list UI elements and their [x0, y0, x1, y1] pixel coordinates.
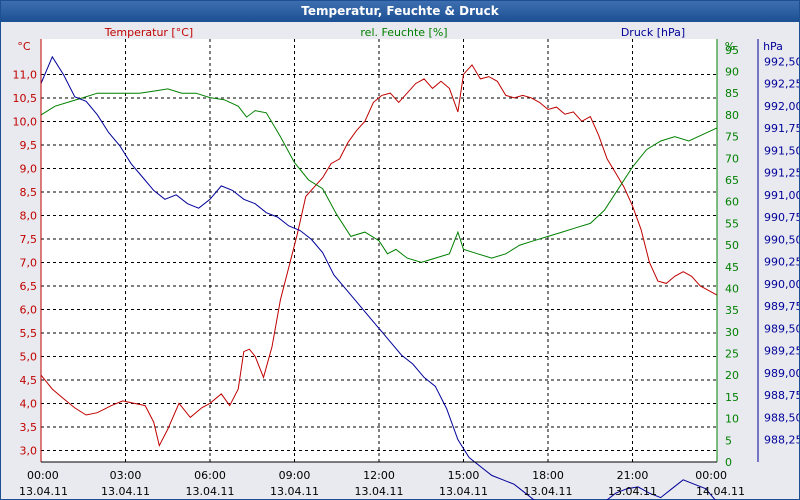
tick-label-pressure: 988,75 — [764, 389, 799, 402]
tick-label-pressure: 989,50 — [764, 322, 799, 335]
unit-humidity: % — [725, 40, 735, 53]
tick-label-temperature: 5,0 — [20, 350, 38, 363]
tick-label-temperature: 8,5 — [20, 186, 38, 199]
tick-label-pressure: 990,75 — [764, 211, 799, 224]
tick-label-temperature: 3,0 — [20, 444, 38, 457]
tick-label-temperature: 8,0 — [20, 209, 38, 222]
tick-label-pressure: 990,25 — [764, 256, 799, 269]
tick-label-pressure: 988,50 — [764, 411, 799, 424]
tick-label-pressure: 989,75 — [764, 300, 799, 313]
tick-label-humidity: 70 — [725, 152, 739, 165]
unit-pressure: hPa — [763, 40, 783, 53]
tick-label-temperature: 7,5 — [20, 233, 38, 246]
tick-label-temperature: 10,5 — [13, 92, 38, 105]
tick-label-date: 13.04.11 — [608, 485, 657, 498]
tick-label-pressure: 989,25 — [764, 345, 799, 358]
tick-label-temperature: 4,5 — [20, 374, 38, 387]
tick-label-time: 00:00 — [27, 469, 59, 482]
window-title: Temperatur, Feuchte & Druck — [1, 1, 799, 22]
tick-label-pressure: 992,50 — [764, 55, 799, 68]
tick-label-pressure: 988,25 — [764, 434, 799, 447]
tick-label-date: 13.04.11 — [355, 485, 404, 498]
legend-humidity: rel. Feuchte [%] — [360, 26, 447, 39]
tick-label-temperature: 5,5 — [20, 327, 38, 340]
chart: 11,0 10,5 10,0 9,5 9,0 8,5 8,0 7,5 7,0 6,5 6,0 5,5 5… — [13, 26, 799, 500]
tick-label-humidity: 65 — [725, 174, 739, 187]
tick-label-humidity: 50 — [725, 239, 739, 252]
tick-label-pressure: 992,00 — [764, 100, 799, 113]
tick-label-pressure: 992,25 — [764, 78, 799, 91]
tick-label-pressure: 991,25 — [764, 167, 799, 180]
tick-label-humidity: 0 — [725, 456, 732, 469]
tick-label-time: 21:00 — [617, 469, 649, 482]
tick-label-humidity: 80 — [725, 109, 739, 122]
tick-label-temperature: 9,0 — [20, 162, 38, 175]
tick-label-pressure: 991,50 — [764, 144, 799, 157]
tick-label-time: 06:00 — [194, 469, 226, 482]
tick-label-humidity: 95 — [725, 44, 739, 57]
tick-label-pressure: 991,75 — [764, 122, 799, 135]
legend-pressure: Druck [hPa] — [621, 26, 685, 39]
tick-label-humidity: 60 — [725, 196, 739, 209]
tick-label-time: 03:00 — [110, 469, 142, 482]
tick-label-time: 15:00 — [448, 469, 480, 482]
tick-label-humidity: 55 — [725, 217, 739, 230]
legend-temperature: Temperatur [°C] — [104, 26, 193, 39]
tick-label-humidity: 30 — [725, 326, 739, 339]
tick-label-pressure: 990,50 — [764, 233, 799, 246]
tick-label-temperature: 4,0 — [20, 397, 38, 410]
tick-label-date: 13.04.11 — [524, 485, 573, 498]
tick-label-date: 13.04.11 — [439, 485, 488, 498]
tick-label-humidity: 20 — [725, 369, 739, 382]
tick-label-temperature: 6,5 — [20, 280, 38, 293]
tick-label-time: 00:00 — [695, 469, 727, 482]
tick-label-humidity: 45 — [725, 261, 739, 274]
tick-label-date: 13.04.11 — [186, 485, 235, 498]
tick-label-date: 13.04.11 — [19, 485, 68, 498]
tick-label-temperature: 9,5 — [20, 139, 38, 152]
tick-label-humidity: 90 — [725, 66, 739, 79]
tick-label-humidity: 10 — [725, 413, 739, 426]
tick-label-humidity: 85 — [725, 87, 739, 100]
tick-label-date: 14.04.11 — [696, 485, 745, 498]
tick-label-date: 13.04.11 — [270, 485, 319, 498]
tick-label-temperature: 6,0 — [20, 303, 38, 316]
tick-label-humidity: 35 — [725, 304, 739, 317]
series-line-humidity — [40, 88, 718, 263]
tick-label-humidity: 5 — [725, 434, 732, 447]
tick-label-humidity: 75 — [725, 131, 739, 144]
tick-label-time: 09:00 — [279, 469, 311, 482]
tick-label-temperature: 10,0 — [13, 115, 38, 128]
tick-label-pressure: 990,00 — [764, 278, 799, 291]
tick-label-pressure: 989,00 — [764, 367, 799, 380]
tick-label-temperature: 3,5 — [20, 421, 38, 434]
tick-label-humidity: 25 — [725, 348, 739, 361]
tick-label-humidity: 15 — [725, 391, 739, 404]
series-line-temperature — [40, 64, 718, 448]
tick-label-date: 13.04.11 — [101, 485, 150, 498]
tick-label-time: 12:00 — [363, 469, 395, 482]
unit-temperature: °C — [17, 40, 31, 53]
series-line-pressure — [40, 55, 716, 500]
tick-label-pressure: 991,00 — [764, 189, 799, 202]
tick-label-humidity: 40 — [725, 282, 739, 295]
tick-label-temperature: 7,0 — [20, 256, 38, 269]
tick-label-temperature: 11,0 — [13, 68, 38, 81]
tick-label-time: 18:00 — [532, 469, 564, 482]
